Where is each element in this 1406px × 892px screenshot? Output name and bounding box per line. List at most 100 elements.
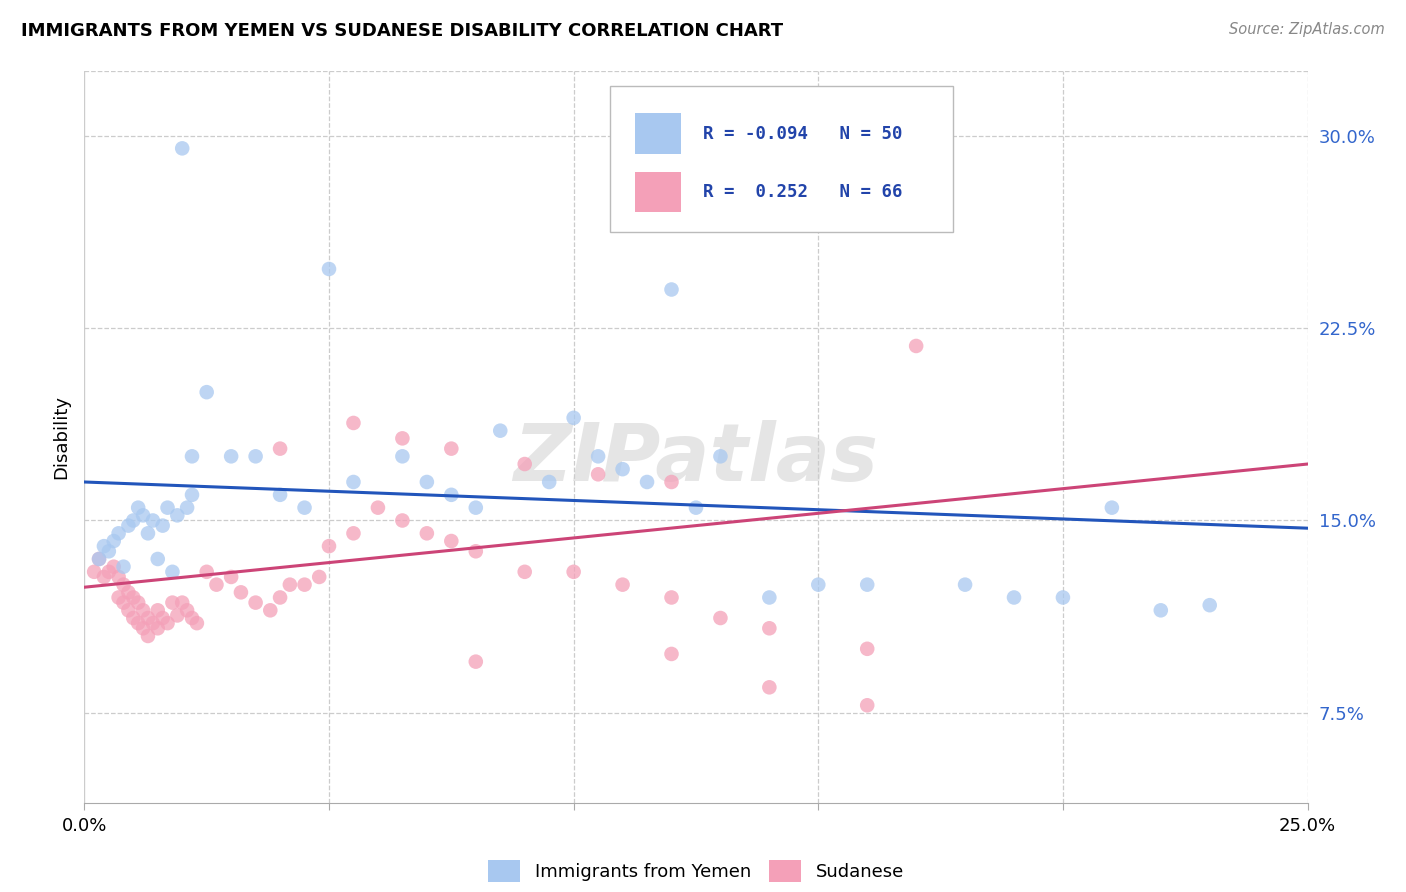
Point bbox=[464, 544, 486, 558]
Point bbox=[245, 450, 267, 464]
Point bbox=[758, 621, 780, 635]
Point bbox=[181, 611, 204, 625]
Point bbox=[93, 539, 115, 553]
Point bbox=[97, 565, 120, 579]
Point bbox=[142, 616, 165, 631]
Point bbox=[87, 552, 110, 566]
Point bbox=[107, 591, 129, 605]
Point bbox=[103, 559, 125, 574]
Point bbox=[142, 514, 165, 528]
Point bbox=[181, 450, 204, 464]
Point bbox=[1052, 591, 1074, 605]
Text: ZIPatlas: ZIPatlas bbox=[513, 420, 879, 498]
Point bbox=[586, 450, 609, 464]
Point bbox=[269, 488, 291, 502]
Point bbox=[103, 534, 125, 549]
Point bbox=[156, 500, 179, 515]
Point bbox=[538, 475, 561, 489]
Point bbox=[440, 534, 463, 549]
Point bbox=[586, 467, 609, 482]
Point bbox=[219, 450, 242, 464]
Text: R = -0.094   N = 50: R = -0.094 N = 50 bbox=[703, 125, 903, 143]
Point bbox=[367, 500, 389, 515]
Point bbox=[127, 500, 149, 515]
Point bbox=[416, 475, 439, 489]
Text: IMMIGRANTS FROM YEMEN VS SUDANESE DISABILITY CORRELATION CHART: IMMIGRANTS FROM YEMEN VS SUDANESE DISABI… bbox=[21, 22, 783, 40]
Point bbox=[562, 565, 585, 579]
Point bbox=[136, 629, 159, 643]
Point bbox=[172, 141, 194, 155]
Point bbox=[127, 616, 149, 631]
Point bbox=[176, 603, 198, 617]
Point bbox=[294, 500, 316, 515]
Point bbox=[612, 462, 634, 476]
Point bbox=[391, 450, 413, 464]
Point bbox=[87, 552, 110, 566]
Y-axis label: Disability: Disability bbox=[52, 395, 70, 479]
Point bbox=[342, 526, 364, 541]
Point bbox=[440, 488, 463, 502]
Point bbox=[489, 424, 512, 438]
Point bbox=[1198, 598, 1220, 612]
Point bbox=[166, 508, 188, 523]
Point bbox=[342, 475, 364, 489]
Point bbox=[856, 698, 879, 713]
Point bbox=[112, 559, 135, 574]
Point bbox=[661, 591, 683, 605]
Point bbox=[269, 442, 291, 456]
Point bbox=[219, 570, 242, 584]
Point bbox=[83, 565, 105, 579]
Point bbox=[856, 641, 879, 656]
Point bbox=[205, 577, 228, 591]
Point bbox=[176, 500, 198, 515]
Point bbox=[112, 596, 135, 610]
Point bbox=[107, 526, 129, 541]
Bar bbox=[636, 113, 682, 153]
Point bbox=[294, 577, 316, 591]
Point bbox=[132, 508, 155, 523]
Point bbox=[905, 339, 928, 353]
Point bbox=[195, 385, 218, 400]
Point bbox=[953, 577, 976, 591]
Point bbox=[146, 603, 169, 617]
Point bbox=[146, 552, 169, 566]
Point bbox=[146, 621, 169, 635]
Point bbox=[464, 500, 486, 515]
Text: R =  0.252   N = 66: R = 0.252 N = 66 bbox=[703, 183, 903, 201]
Point bbox=[513, 565, 536, 579]
Point bbox=[391, 431, 413, 445]
Text: Source: ZipAtlas.com: Source: ZipAtlas.com bbox=[1229, 22, 1385, 37]
Point bbox=[661, 475, 683, 489]
Point bbox=[152, 518, 174, 533]
Point bbox=[156, 616, 179, 631]
Point bbox=[807, 577, 830, 591]
Point bbox=[127, 596, 149, 610]
Point bbox=[278, 577, 301, 591]
Point bbox=[195, 565, 218, 579]
Point bbox=[136, 526, 159, 541]
Point bbox=[112, 577, 135, 591]
Point bbox=[97, 544, 120, 558]
Point bbox=[122, 591, 145, 605]
Bar bbox=[610, 86, 953, 232]
Point bbox=[269, 591, 291, 605]
Point bbox=[1002, 591, 1025, 605]
Point bbox=[245, 596, 267, 610]
Point bbox=[136, 611, 159, 625]
Point bbox=[172, 596, 194, 610]
Point bbox=[152, 611, 174, 625]
Point bbox=[122, 611, 145, 625]
Point bbox=[132, 603, 155, 617]
Point bbox=[1150, 603, 1173, 617]
Point bbox=[181, 488, 204, 502]
Legend: Immigrants from Yemen, Sudanese: Immigrants from Yemen, Sudanese bbox=[481, 853, 911, 888]
Point bbox=[318, 539, 340, 553]
Point bbox=[513, 457, 536, 471]
Point bbox=[661, 283, 683, 297]
Point bbox=[342, 416, 364, 430]
Point bbox=[122, 514, 145, 528]
Point bbox=[166, 608, 188, 623]
Point bbox=[636, 475, 658, 489]
Point bbox=[162, 565, 184, 579]
Point bbox=[259, 603, 281, 617]
